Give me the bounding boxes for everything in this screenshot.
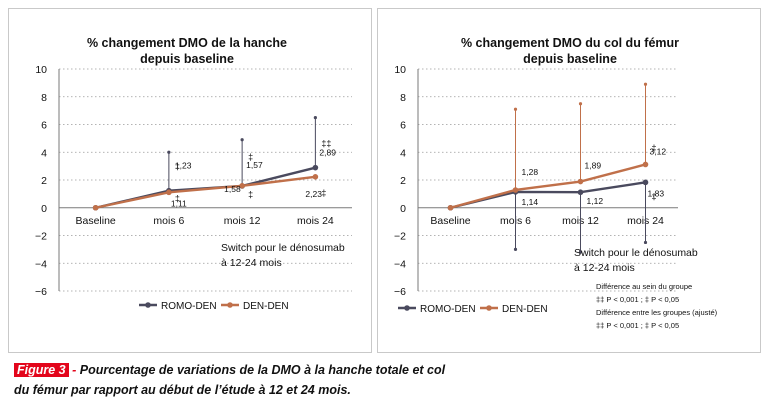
switch-annotation: Switch pour le dénosumab [574,247,698,259]
error-bar-cap [313,115,317,120]
hip-bmd-chart-panel: % changement DMO de la hanche depuis base… [8,8,372,353]
error-bar-cap [578,102,583,106]
data-point [642,179,649,186]
femoral-neck-bmd-chart: % changement DMO du col du fémur depuis b… [394,36,718,330]
chart-subtitle: depuis baseline [523,52,617,66]
legend-label: DEN-DEN [502,304,548,315]
legend-marker [227,302,233,308]
data-label: 2,23 [305,189,322,199]
y-tick-label: 8 [400,92,406,104]
series-line-den-den [450,163,646,209]
y-tick-label: −4 [394,258,406,270]
data-point [577,189,584,196]
significance-marker: ‡ [321,188,326,198]
y-tick-label: 0 [41,203,47,215]
x-tick-label: mois 6 [153,215,184,227]
significance-note: Différence entre les groupes (ajusté) [596,308,718,317]
data-point [312,174,319,180]
x-tick-label: Baseline [75,215,115,227]
data-label: 3,12 [650,146,667,156]
y-tick-label: 4 [41,147,47,159]
significance-marker: ‡ [248,152,253,162]
data-point [642,161,649,168]
significance-note: ‡‡ P < 0,001 ; ‡ P < 0,05 [596,295,679,304]
data-label: 1,58 [224,184,241,194]
x-tick-label: Baseline [430,215,470,227]
chart-subtitle: depuis baseline [140,52,234,66]
data-point [447,204,454,211]
switch-annotation: Switch pour le dénosumab [221,242,345,254]
y-tick-label: 2 [41,175,47,187]
significance-marker: ‡ [175,194,180,204]
switch-annotation: à 12-24 mois [221,257,282,269]
data-label: 1,12 [587,196,604,206]
y-tick-label: −6 [394,286,406,298]
x-tick-label: mois 12 [224,215,261,227]
figure-caption: Figure 3 - Pourcentage de variations de … [14,360,754,400]
error-bar-cap [643,240,648,245]
femoral-neck-bmd-chart-panel: % changement DMO du col du fémur depuis b… [377,8,761,353]
significance-marker: ‡ [248,189,253,199]
data-label: 1,28 [522,167,539,177]
series-line-den-den [95,175,316,209]
data-label: 1,83 [648,188,665,198]
y-tick-label: −4 [35,258,47,270]
x-tick-label: mois 24 [297,215,334,227]
data-label: 1,11 [171,198,187,208]
error-bar-cap [513,247,518,251]
y-tick-label: 10 [35,64,47,76]
legend-marker [404,305,410,311]
y-tick-label: 4 [400,147,406,159]
significance-note: ‡‡ P < 0,001 ; ‡ P < 0,05 [596,321,679,330]
data-label: 1,89 [585,161,602,171]
caption-line-1: Pourcentage de variations de la DMO à la… [79,363,446,377]
data-label: 2,89 [319,148,336,158]
y-tick-label: −2 [35,231,47,243]
error-bar-cap [513,107,518,111]
significance-note: Différence au sein du groupe [596,282,692,291]
significance-marker: ‡ [652,143,657,153]
y-tick-label: −6 [35,286,47,298]
error-bar-cap [643,82,648,86]
y-tick-label: 6 [41,120,47,132]
data-label: 1,57 [246,160,263,170]
y-tick-label: 0 [400,203,406,215]
legend-marker [145,302,151,308]
significance-marker: ‡ [652,191,657,201]
figure-label: Figure 3 [14,363,69,377]
data-label: 1,23 [175,161,192,171]
caption-separator: - [68,363,80,377]
data-point [92,204,99,211]
data-point [577,178,584,185]
significance-marker: ‡ [175,162,180,172]
y-tick-label: 10 [394,64,406,76]
legend-label: DEN-DEN [243,301,289,312]
data-point [312,164,319,171]
legend-marker [486,305,492,311]
error-bar-cap [578,250,583,254]
switch-annotation: à 12-24 mois [574,262,635,274]
data-point [239,183,245,189]
data-label: 1,14 [522,197,539,207]
data-point [512,187,519,193]
hip-bmd-chart: % changement DMO de la hanche depuis base… [35,36,352,312]
legend-label: ROMO-DEN [420,304,476,315]
y-tick-label: 8 [41,92,47,104]
y-tick-label: 2 [400,175,406,187]
data-point [166,189,172,196]
legend-label: ROMO-DEN [161,301,217,312]
caption-line-2: du fémur par rapport au début de l’étude… [14,383,351,397]
y-tick-label: 6 [400,120,406,132]
significance-marker: ‡‡ [321,139,331,149]
y-tick-label: −2 [394,231,406,243]
error-bar-cap [240,138,244,142]
error-bar-cap [167,150,171,154]
chart-title: % changement DMO de la hanche [87,36,287,50]
chart-title: % changement DMO du col du fémur [461,36,679,50]
